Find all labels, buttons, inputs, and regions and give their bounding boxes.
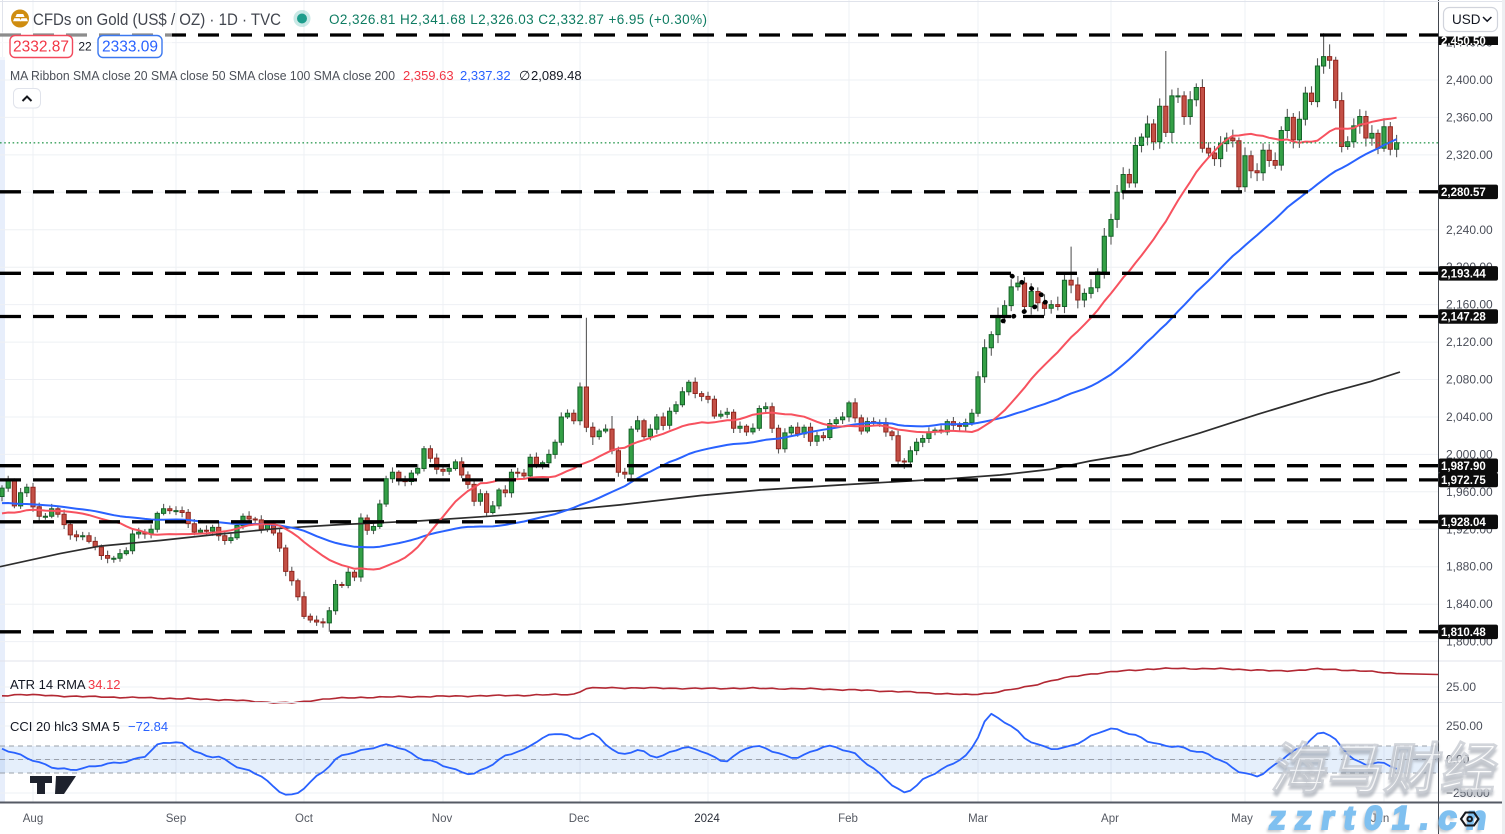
svg-text:2,120.00: 2,120.00 bbox=[1446, 335, 1493, 349]
svg-text:Dec: Dec bbox=[569, 813, 590, 825]
svg-text:1,960.00: 1,960.00 bbox=[1446, 485, 1493, 499]
svg-text:25.00: 25.00 bbox=[1446, 680, 1476, 694]
svg-text:−72.84: −72.84 bbox=[128, 719, 168, 734]
svg-text:2024: 2024 bbox=[694, 813, 720, 825]
svg-text:Sep: Sep bbox=[166, 813, 186, 825]
svg-text:2,400.00: 2,400.00 bbox=[1446, 73, 1493, 87]
svg-text:2,240.00: 2,240.00 bbox=[1446, 223, 1493, 237]
svg-text:22: 22 bbox=[78, 40, 92, 54]
svg-text:O2,326.81 H2,341.68 L2,326.03: O2,326.81 H2,341.68 L2,326.03 C2,332.87 … bbox=[329, 12, 707, 27]
svg-text:2,040.00: 2,040.00 bbox=[1446, 410, 1493, 424]
svg-text:1,928.04: 1,928.04 bbox=[1441, 517, 1486, 529]
svg-text:Mar: Mar bbox=[968, 813, 988, 825]
svg-text:1,810.48: 1,810.48 bbox=[1441, 627, 1486, 639]
svg-text:zzrt01.cn: zzrt01.cn bbox=[1267, 800, 1499, 834]
svg-text:2,359.63: 2,359.63 bbox=[403, 68, 454, 83]
svg-text:2,089.48: 2,089.48 bbox=[531, 68, 582, 83]
svg-text:1,880.00: 1,880.00 bbox=[1446, 560, 1493, 574]
svg-text:Feb: Feb bbox=[838, 813, 858, 825]
svg-text:Apr: Apr bbox=[1101, 813, 1119, 825]
svg-text:zzrt01.cn: zzrt01.cn bbox=[1264, 803, 1496, 834]
svg-text:2,320.00: 2,320.00 bbox=[1446, 148, 1493, 162]
svg-text:2,000.00: 2,000.00 bbox=[1446, 447, 1493, 461]
svg-text:2,360.00: 2,360.00 bbox=[1446, 110, 1493, 124]
svg-text:2,160.00: 2,160.00 bbox=[1446, 298, 1493, 312]
svg-text:1,840.00: 1,840.00 bbox=[1446, 597, 1493, 611]
svg-text:34.12: 34.12 bbox=[88, 677, 121, 692]
svg-text:2,193.44: 2,193.44 bbox=[1441, 269, 1486, 281]
svg-text:CFDs on Gold (US$ / OZ) · 1D ·: CFDs on Gold (US$ / OZ) · 1D · TVC bbox=[33, 10, 281, 29]
svg-text:ATR 14 RMA: ATR 14 RMA bbox=[10, 677, 86, 692]
svg-text:海马财经: 海马财经 bbox=[1268, 743, 1505, 805]
svg-text:2,080.00: 2,080.00 bbox=[1446, 373, 1493, 387]
svg-text:Jun: Jun bbox=[1371, 813, 1390, 825]
svg-text:Oct: Oct bbox=[295, 813, 314, 825]
svg-text:1,972.75: 1,972.75 bbox=[1441, 475, 1486, 487]
svg-text:250.00: 250.00 bbox=[1446, 719, 1483, 733]
svg-text:2332.87: 2332.87 bbox=[13, 39, 69, 56]
svg-text:2,280.57: 2,280.57 bbox=[1441, 187, 1486, 199]
svg-text:2,337.32: 2,337.32 bbox=[460, 68, 511, 83]
svg-text:May: May bbox=[1231, 813, 1253, 825]
svg-text:0.00: 0.00 bbox=[1446, 753, 1470, 767]
svg-text:2,450.50: 2,450.50 bbox=[1441, 36, 1486, 48]
svg-text:∅: ∅ bbox=[519, 68, 530, 83]
svg-text:MA Ribbon SMA close 20 SMA clo: MA Ribbon SMA close 20 SMA close 50 SMA … bbox=[10, 68, 395, 83]
svg-text:2333.09: 2333.09 bbox=[102, 39, 158, 56]
svg-text:海马财经: 海马财经 bbox=[1268, 738, 1505, 800]
svg-text:USD: USD bbox=[1452, 12, 1481, 27]
svg-text:−250.00: −250.00 bbox=[1446, 786, 1490, 800]
svg-text:Nov: Nov bbox=[432, 813, 453, 825]
svg-text:Aug: Aug bbox=[23, 813, 43, 825]
svg-text:CCI 20 hlc3 SMA 5: CCI 20 hlc3 SMA 5 bbox=[10, 719, 120, 734]
svg-text:1,987.90: 1,987.90 bbox=[1441, 461, 1486, 473]
svg-text:2,147.28: 2,147.28 bbox=[1441, 312, 1486, 324]
